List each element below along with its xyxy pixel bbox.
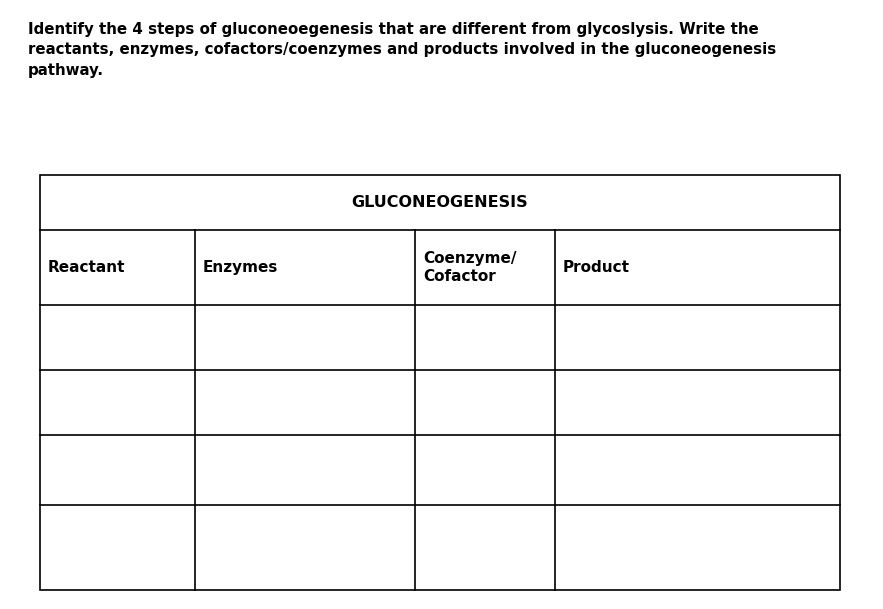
Text: Reactant: Reactant (48, 260, 125, 275)
Text: Coenzyme/
Cofactor: Coenzyme/ Cofactor (423, 252, 517, 284)
Text: Product: Product (563, 260, 630, 275)
Text: GLUCONEOGENESIS: GLUCONEOGENESIS (351, 195, 528, 210)
Text: Enzymes: Enzymes (203, 260, 278, 275)
Bar (40, 175, 840, 590)
Text: Identify the 4 steps of gluconeoegenesis that are different from glycoslysis. Wr: Identify the 4 steps of gluconeoegenesis… (28, 22, 776, 78)
